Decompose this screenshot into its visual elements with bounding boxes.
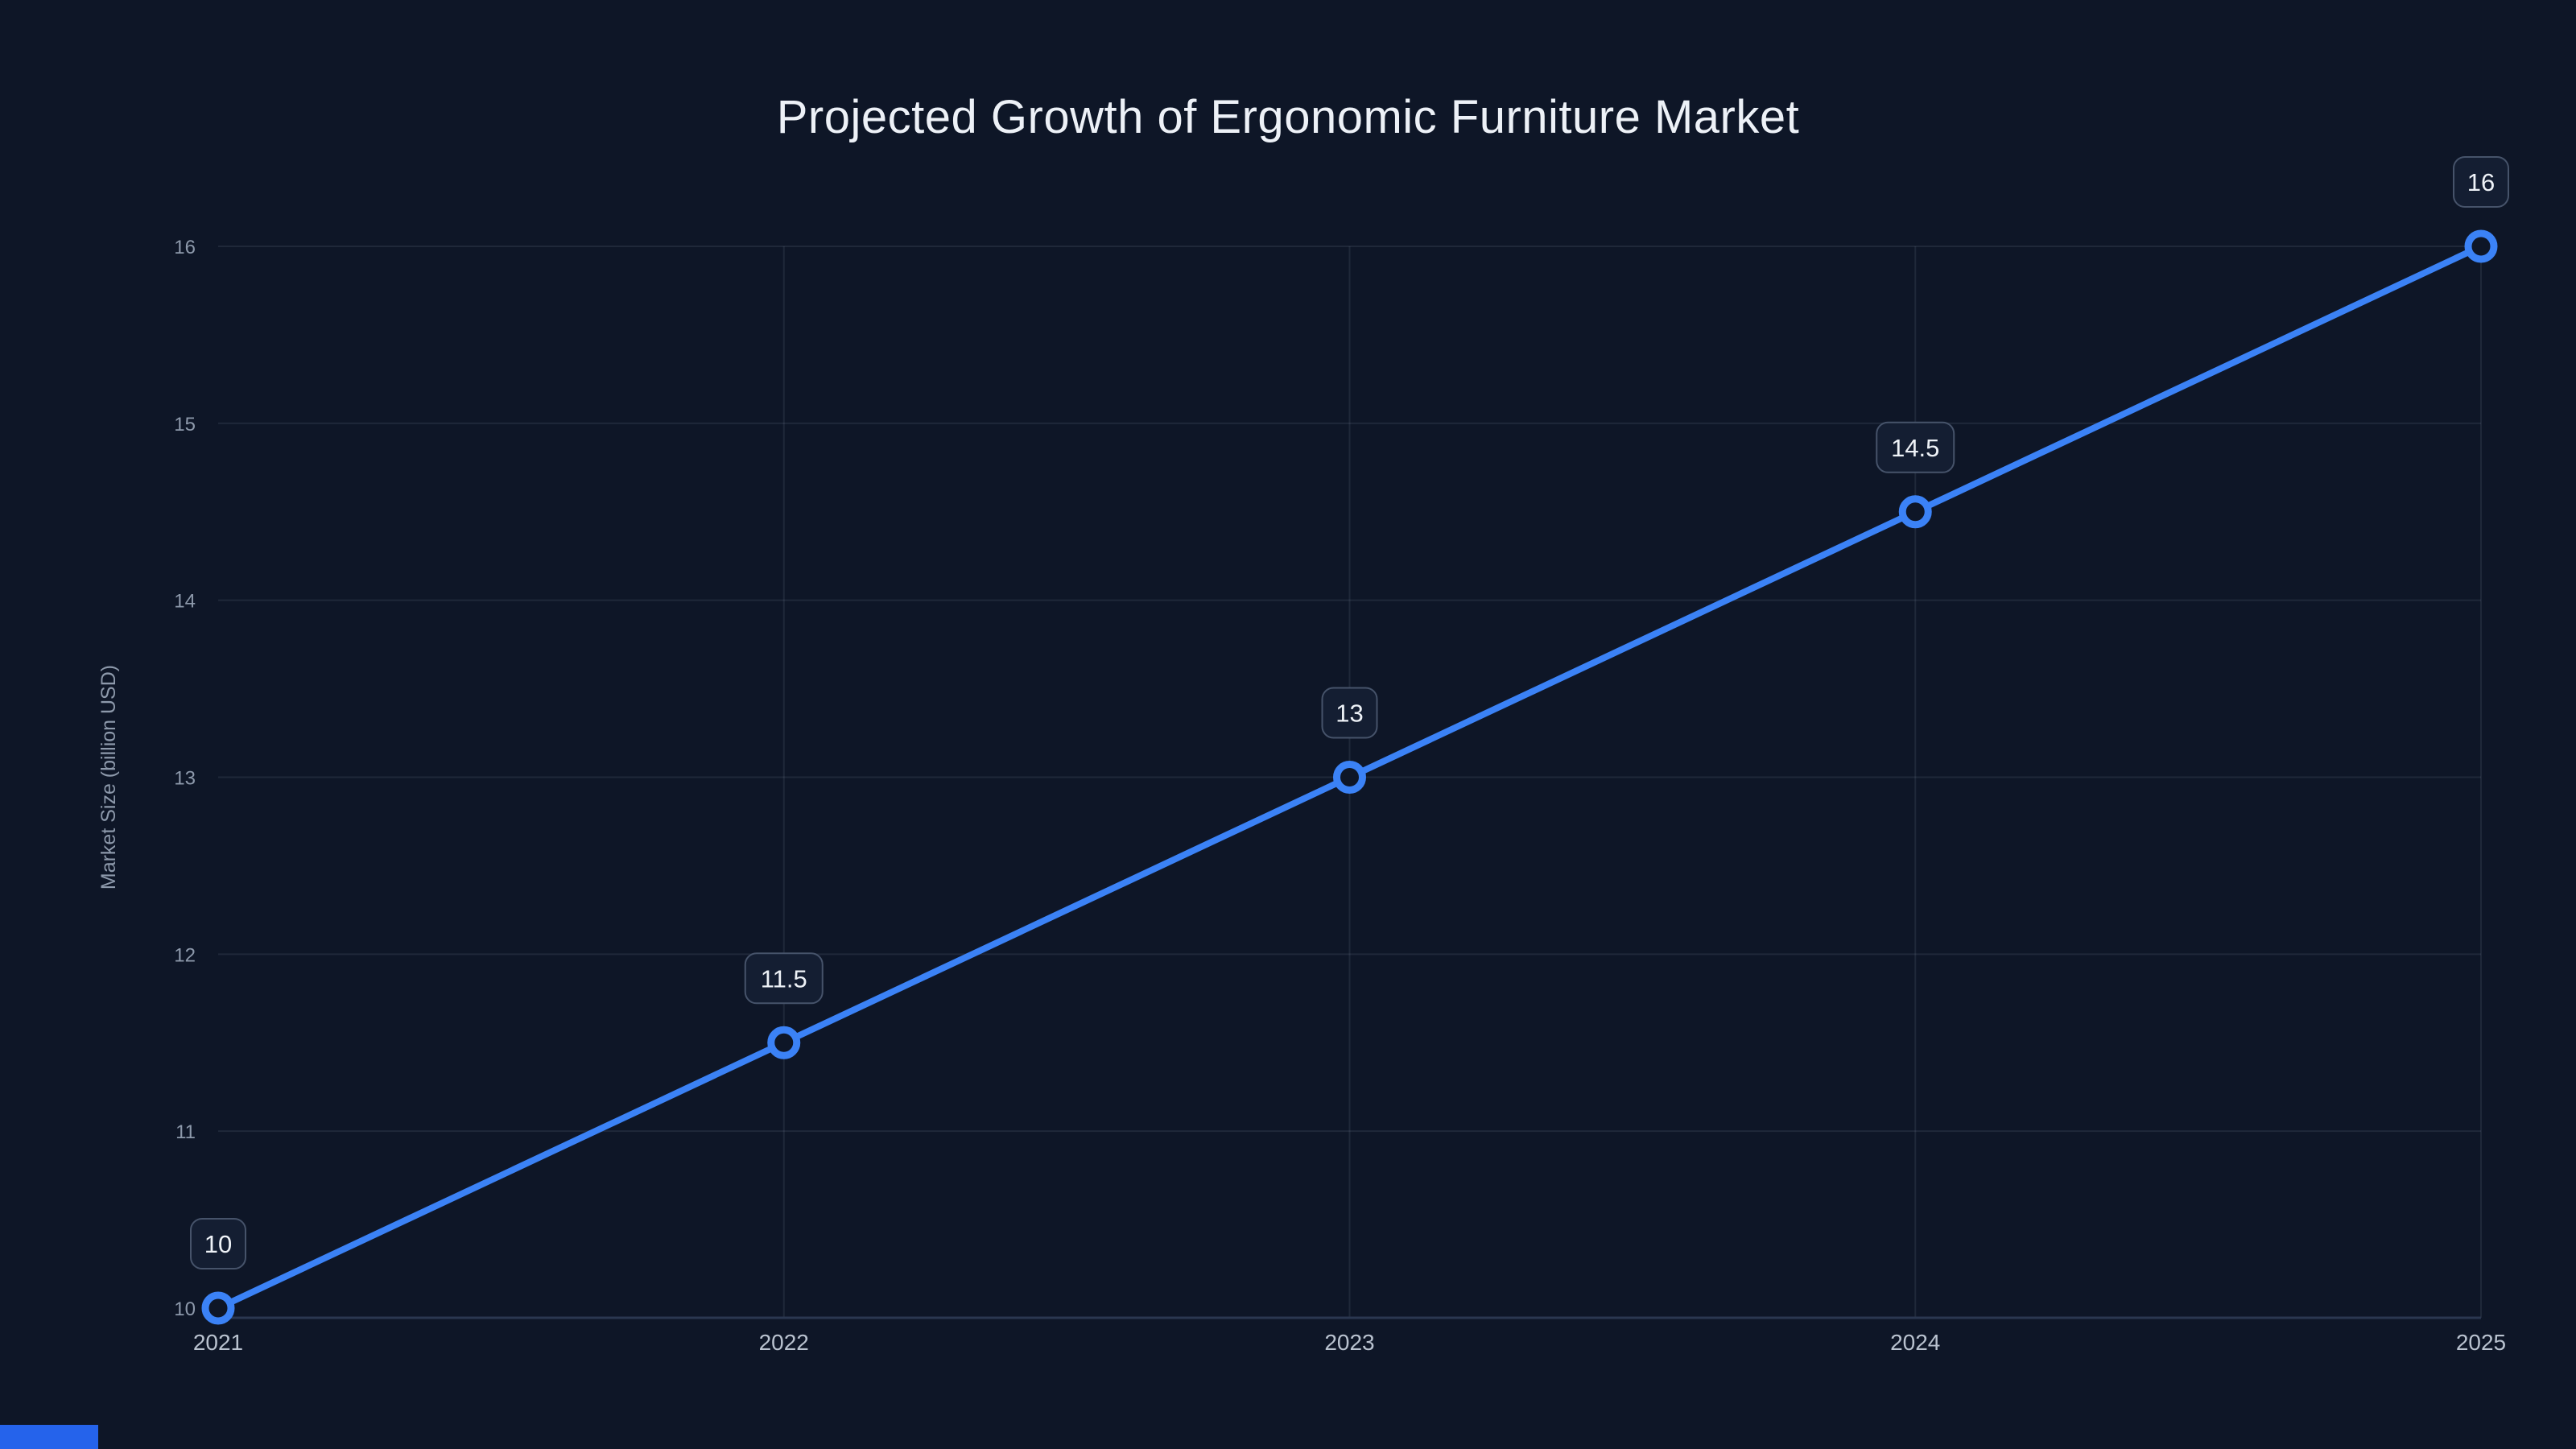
x-tick-label: 2024 [1890, 1330, 1940, 1355]
data-label: 11.5 [761, 964, 807, 993]
data-point-marker [767, 1026, 801, 1059]
data-label-box [1321, 687, 1378, 739]
y-tick-label: 10 [174, 1298, 196, 1320]
y-axis-title: Market Size (billion USD) [97, 665, 120, 890]
data-point-marker [1333, 761, 1366, 794]
data-label: 14.5 [1891, 434, 1939, 462]
data-point-marker [1898, 495, 1932, 529]
x-tick-label: 2023 [1324, 1330, 1374, 1355]
data-point-marker [201, 1291, 235, 1325]
data-point-marker [2464, 229, 2498, 263]
y-tick-label: 11 [175, 1121, 196, 1143]
y-tick-label: 12 [174, 944, 196, 966]
x-tick-label: 2021 [193, 1330, 243, 1355]
y-tick-label: 14 [174, 591, 196, 613]
y-tick-label: 13 [174, 768, 196, 790]
data-label: 13 [1335, 700, 1363, 728]
x-tick-label: 2022 [759, 1330, 809, 1355]
data-label-box [1876, 421, 1955, 473]
data-label: 10 [204, 1230, 232, 1258]
y-tick-label: 15 [174, 414, 196, 436]
data-label: 16 [2467, 168, 2495, 196]
y-tick-label: 16 [174, 237, 196, 258]
chart-title: Projected Growth of Ergonomic Furniture … [776, 91, 1800, 143]
data-label-box [2453, 156, 2509, 208]
data-label-box [190, 1218, 246, 1269]
data-label-box [744, 952, 824, 1005]
x-tick-label: 2025 [2456, 1330, 2506, 1355]
bottom-left-accent-bar [0, 1425, 98, 1449]
